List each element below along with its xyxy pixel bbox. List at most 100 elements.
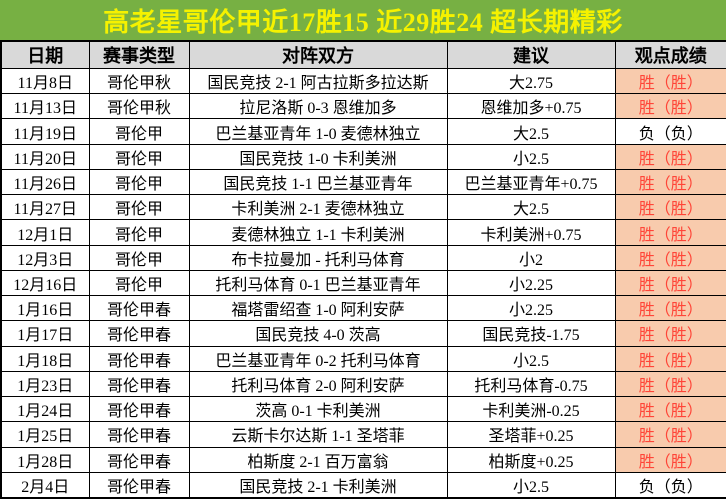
cell-date: 1月17日 <box>0 320 90 347</box>
cell-date: 12月16日 <box>0 269 90 297</box>
cell-date: 11月27日 <box>0 194 90 221</box>
cell-result: 胜（胜） <box>614 194 726 221</box>
table-row: 1月23日 哥伦甲春 托利马体育 2-0 阿利安萨 托利马体育-0.75 胜（胜… <box>0 370 726 398</box>
cell-date: 1月24日 <box>0 396 90 423</box>
column-header-date: 日期 <box>0 40 90 69</box>
table-row: 1月25日 哥伦甲春 云斯卡尔达斯 1-1 圣塔菲 圣塔菲+0.25 胜（胜） <box>0 421 726 448</box>
cell-tip: 卡利美洲-0.25 <box>446 396 616 423</box>
cell-date: 1月18日 <box>0 345 90 372</box>
cell-tip: 柏斯度+0.25 <box>446 446 616 473</box>
cell-match: 福塔雷绍查 1-0 阿利安萨 <box>188 295 448 322</box>
cell-tip: 小2.5 <box>446 471 616 499</box>
column-header-result: 观点成绩 <box>614 40 726 69</box>
cell-tip: 小2 <box>446 244 616 271</box>
cell-match: 托利马体育 0-1 巴兰基亚青年 <box>188 269 448 297</box>
cell-league: 哥伦甲春 <box>88 320 190 347</box>
cell-league: 哥伦甲 <box>88 219 190 246</box>
table-row: 11月20日 哥伦甲 国民竞技 1-0 卡利美洲 小2.5 胜（胜） <box>0 143 726 170</box>
cell-result: 胜（胜） <box>614 93 726 120</box>
cell-match: 布卡拉曼加 - 托利马体育 <box>188 244 448 271</box>
cell-match: 国民竞技 1-1 巴兰基亚青年 <box>188 168 448 196</box>
table-row: 1月16日 哥伦甲春 福塔雷绍查 1-0 阿利安萨 小2.25 胜（胜） <box>0 295 726 322</box>
cell-league: 哥伦甲春 <box>88 396 190 423</box>
cell-date: 11月20日 <box>0 143 90 170</box>
cell-match: 国民竞技 2-1 卡利美洲 <box>188 471 448 499</box>
cell-result: 胜（胜） <box>614 295 726 322</box>
cell-result: 胜（胜） <box>614 345 726 372</box>
cell-match: 国民竞技 4-0 茨高 <box>188 320 448 347</box>
table-body: 11月8日 哥伦甲秋 国民竞技 2-1 阿古拉斯多拉达斯 大2.75 胜（胜） … <box>0 67 726 499</box>
sheet-title: 高老星哥伦甲近17胜15 近29胜24 超长期精彩 <box>0 0 726 40</box>
cell-tip: 小2.5 <box>446 143 616 170</box>
cell-tip: 大2.5 <box>446 118 616 145</box>
cell-result: 负（负） <box>614 471 726 499</box>
cell-league: 哥伦甲 <box>88 143 190 170</box>
cell-league: 哥伦甲 <box>88 118 190 145</box>
cell-tip: 卡利美洲+0.75 <box>446 219 616 246</box>
cell-date: 11月13日 <box>0 93 90 120</box>
cell-match: 麦德林独立 1-1 卡利美洲 <box>188 219 448 246</box>
cell-date: 11月26日 <box>0 168 90 196</box>
cell-tip: 大2.75 <box>446 67 616 95</box>
cell-league: 哥伦甲春 <box>88 446 190 473</box>
table-row: 12月1日 哥伦甲 麦德林独立 1-1 卡利美洲 卡利美洲+0.75 胜（胜） <box>0 219 726 246</box>
table-row: 11月8日 哥伦甲秋 国民竞技 2-1 阿古拉斯多拉达斯 大2.75 胜（胜） <box>0 67 726 95</box>
table-row: 1月18日 哥伦甲春 巴兰基亚青年 0-2 托利马体育 小2.5 胜（胜） <box>0 345 726 372</box>
cell-match: 巴兰基亚青年 0-2 托利马体育 <box>188 345 448 372</box>
cell-result: 胜（胜） <box>614 370 726 398</box>
table-row: 11月26日 哥伦甲 国民竞技 1-1 巴兰基亚青年 巴兰基亚青年+0.75 胜… <box>0 168 726 196</box>
cell-league: 哥伦甲 <box>88 244 190 271</box>
table-row: 1月24日 哥伦甲春 茨高 0-1 卡利美洲 卡利美洲-0.25 胜（胜） <box>0 396 726 423</box>
cell-league: 哥伦甲 <box>88 168 190 196</box>
cell-result: 胜（胜） <box>614 244 726 271</box>
cell-result: 胜（胜） <box>614 219 726 246</box>
cell-date: 1月16日 <box>0 295 90 322</box>
cell-result: 胜（胜） <box>614 446 726 473</box>
cell-league: 哥伦甲秋 <box>88 93 190 120</box>
cell-league: 哥伦甲春 <box>88 421 190 448</box>
cell-league: 哥伦甲春 <box>88 370 190 398</box>
cell-match: 茨高 0-1 卡利美洲 <box>188 396 448 423</box>
table-row: 1月28日 哥伦甲春 柏斯度 2-1 百万富翁 柏斯度+0.25 胜（胜） <box>0 446 726 473</box>
table-row: 11月27日 哥伦甲 卡利美洲 2-1 麦德林独立 大2.5 胜（胜） <box>0 194 726 221</box>
cell-result: 胜（胜） <box>614 421 726 448</box>
table-row: 2月4日 哥伦甲春 国民竞技 2-1 卡利美洲 小2.5 负（负） <box>0 471 726 499</box>
cell-result: 胜（胜） <box>614 67 726 95</box>
cell-league: 哥伦甲 <box>88 269 190 297</box>
cell-tip: 小2.25 <box>446 295 616 322</box>
cell-match: 国民竞技 2-1 阿古拉斯多拉达斯 <box>188 67 448 95</box>
table-row: 11月13日 哥伦甲秋 拉尼洛斯 0-3 恩维加多 恩维加多+0.75 胜（胜） <box>0 93 726 120</box>
cell-tip: 国民竞技-1.75 <box>446 320 616 347</box>
cell-match: 拉尼洛斯 0-3 恩维加多 <box>188 93 448 120</box>
cell-tip: 恩维加多+0.75 <box>446 93 616 120</box>
cell-league: 哥伦甲春 <box>88 295 190 322</box>
cell-result: 胜（胜） <box>614 269 726 297</box>
cell-date: 1月23日 <box>0 370 90 398</box>
column-header-league: 赛事类型 <box>88 40 190 69</box>
cell-tip: 小2.25 <box>446 269 616 297</box>
cell-tip: 大2.5 <box>446 194 616 221</box>
cell-league: 哥伦甲秋 <box>88 67 190 95</box>
cell-result: 胜（胜） <box>614 396 726 423</box>
cell-tip: 托利马体育-0.75 <box>446 370 616 398</box>
cell-match: 巴兰基亚青年 1-0 麦德林独立 <box>188 118 448 145</box>
table-row: 11月19日 哥伦甲 巴兰基亚青年 1-0 麦德林独立 大2.5 负（负） <box>0 118 726 145</box>
cell-date: 11月19日 <box>0 118 90 145</box>
cell-date: 2月4日 <box>0 471 90 499</box>
cell-match: 国民竞技 1-0 卡利美洲 <box>188 143 448 170</box>
header-row: 日期 赛事类型 对阵双方 建议 观点成绩 <box>0 40 726 69</box>
cell-date: 1月25日 <box>0 421 90 448</box>
cell-date: 1月28日 <box>0 446 90 473</box>
cell-league: 哥伦甲春 <box>88 345 190 372</box>
cell-date: 12月1日 <box>0 219 90 246</box>
record-table: 日期 赛事类型 对阵双方 建议 观点成绩 11月8日 哥伦甲秋 国民竞技 2-1… <box>0 40 726 499</box>
cell-match: 卡利美洲 2-1 麦德林独立 <box>188 194 448 221</box>
cell-result: 负（负） <box>614 118 726 145</box>
cell-match: 柏斯度 2-1 百万富翁 <box>188 446 448 473</box>
column-header-tip: 建议 <box>446 40 616 69</box>
cell-league: 哥伦甲春 <box>88 471 190 499</box>
column-header-match: 对阵双方 <box>188 40 448 69</box>
cell-tip: 巴兰基亚青年+0.75 <box>446 168 616 196</box>
cell-match: 托利马体育 2-0 阿利安萨 <box>188 370 448 398</box>
